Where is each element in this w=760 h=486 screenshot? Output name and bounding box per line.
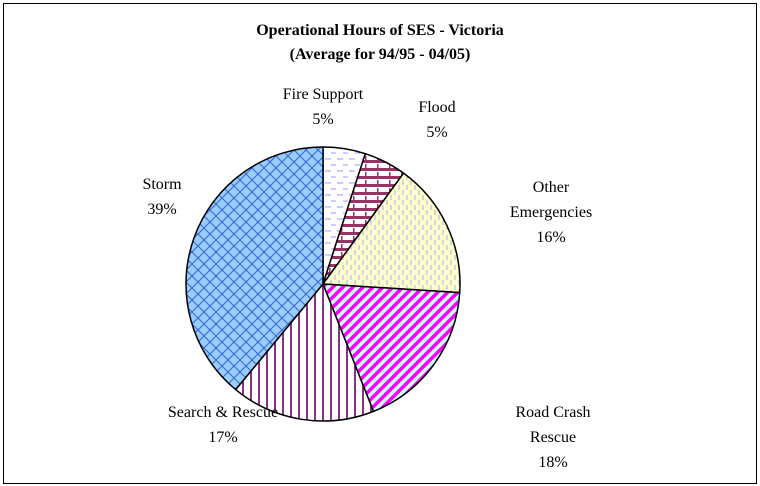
slice-name: Fire Support (282, 86, 364, 103)
pie-slice (321, 172, 461, 294)
chart-subtitle: (Average for 94/95 - 04/05) (289, 46, 471, 63)
slice-value-label: 5% (426, 124, 448, 141)
slice-label: Other Emergencies 16% (494, 175, 609, 250)
pie-slice (185, 146, 324, 391)
slice-label: Flood 5% (397, 95, 477, 145)
slice-value-label: 17% (208, 429, 238, 446)
slice-label: Storm 39% (122, 172, 202, 222)
pie-slice (321, 283, 461, 413)
slice-value-label: 39% (147, 201, 177, 218)
slice-label: Fire Support 5% (248, 82, 398, 132)
slice-name: Other Emergencies (509, 179, 593, 221)
slice-value-label: 18% (538, 454, 568, 471)
chart-title: Operational Hours of SES - Victoria (256, 22, 504, 39)
slice-name: Search & Rescue (167, 404, 279, 421)
slice-name: Flood (418, 99, 456, 116)
slice-label: Road Crash Rescue 18% (498, 400, 608, 475)
slice-label: Search & Rescue 17% (148, 400, 298, 450)
slice-value-label: 5% (312, 111, 334, 128)
slice-name: Storm (142, 176, 182, 193)
pie-slice (234, 282, 375, 422)
slice-name: Road Crash Rescue (515, 404, 591, 446)
slice-value-label: 16% (536, 229, 566, 246)
